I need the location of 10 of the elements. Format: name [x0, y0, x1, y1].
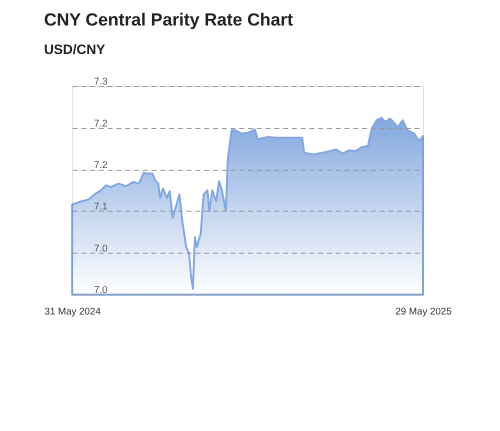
y-tick-label: 7.1 [94, 202, 108, 213]
y-tick-label: 7.0 [94, 285, 108, 296]
y-tick-label: 7.0 [94, 243, 108, 254]
chart-subtitle: USD/CNY [44, 42, 106, 57]
x-tick-label: 31 May 2024 [44, 306, 102, 318]
chart-title: CNY Central Parity Rate Chart [44, 10, 294, 30]
x-tick-label: 29 May 2025 [395, 306, 452, 318]
y-tick-label: 7.2 [94, 118, 108, 130]
y-tick-label: 7.3 [94, 76, 108, 88]
y-tick-label: 7.2 [94, 160, 108, 172]
